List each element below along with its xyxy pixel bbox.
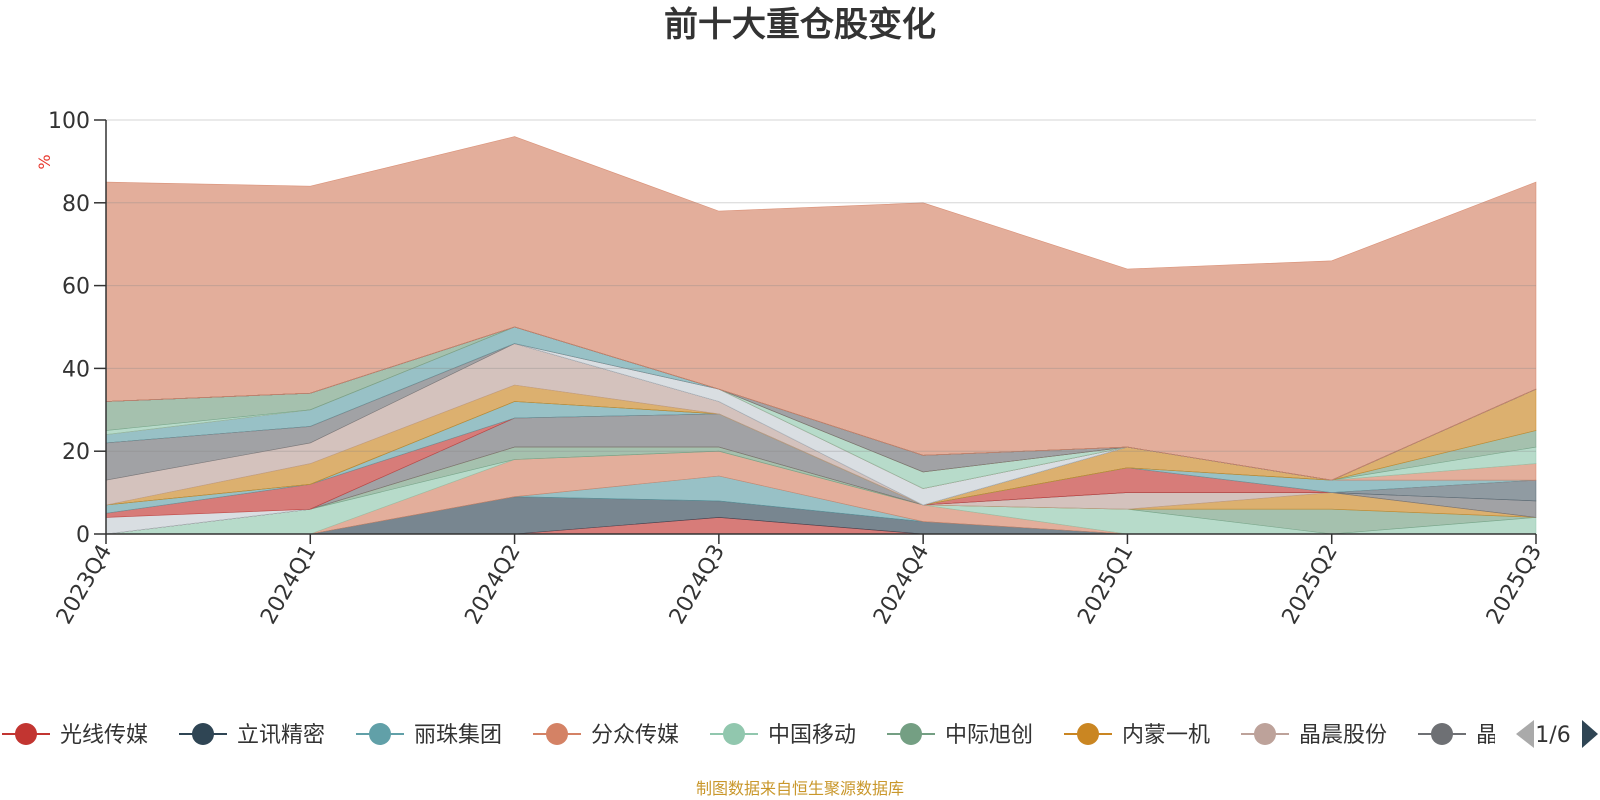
y-axis-label: % xyxy=(35,154,54,169)
legend-marker xyxy=(192,723,214,745)
legend-label: 晶 xyxy=(1476,723,1498,748)
y-tick-label-80: 80 xyxy=(62,192,90,217)
legend-marker xyxy=(1254,723,1276,745)
legend-page-indicator: 1/6 xyxy=(1535,723,1570,748)
legend-label: 光线传媒 xyxy=(60,723,148,748)
legend-item-5[interactable]: 中际旭创 xyxy=(887,723,1033,748)
legend-label: 晶晨股份 xyxy=(1299,723,1387,748)
gridlines xyxy=(106,119,1536,452)
legend-marker xyxy=(723,723,745,745)
x-tick-label-2025Q1: 2025Q1 xyxy=(1073,541,1138,629)
legend-marker xyxy=(1431,723,1453,745)
legend-item-4[interactable]: 中国移动 xyxy=(710,723,856,748)
chart-title: 前十大重仓股变化 xyxy=(664,5,936,45)
legend-label: 中际旭创 xyxy=(945,723,1033,748)
legend-item-8[interactable]: 晶 xyxy=(1418,723,1498,748)
x-tick-label-2024Q4: 2024Q4 xyxy=(869,541,934,629)
legend-label: 丽珠集团 xyxy=(414,723,502,748)
legend-marker xyxy=(546,723,568,745)
legend-item-0[interactable]: 光线传媒 xyxy=(2,723,148,748)
y-tick-label-20: 20 xyxy=(62,440,90,465)
y-tick-label-0: 0 xyxy=(76,523,90,548)
legend-item-3[interactable]: 分众传媒 xyxy=(533,723,679,748)
y-tick-label-100: 100 xyxy=(48,109,90,134)
legend-prev-page-icon[interactable] xyxy=(1516,720,1534,748)
x-tick-label-2025Q3: 2025Q3 xyxy=(1482,541,1547,629)
x-tick-label-2024Q2: 2024Q2 xyxy=(460,541,525,629)
legend-label: 分众传媒 xyxy=(591,723,679,748)
x-tick-label-2024Q1: 2024Q1 xyxy=(256,541,321,629)
area-series-43 xyxy=(105,136,1537,481)
source-note: 制图数据来自恒生聚源数据库 xyxy=(696,779,904,798)
x-tick-label-2024Q3: 2024Q3 xyxy=(665,541,730,629)
legend-marker xyxy=(15,723,37,745)
legend-label: 内蒙一机 xyxy=(1122,723,1210,748)
x-tick-label-2025Q2: 2025Q2 xyxy=(1278,541,1343,629)
stacked-areas xyxy=(105,136,1537,535)
legend-item-6[interactable]: 内蒙一机 xyxy=(1064,723,1210,748)
legend-marker xyxy=(1077,723,1099,745)
legend-marker xyxy=(900,723,922,745)
legend-item-1[interactable]: 立讯精密 xyxy=(179,723,325,748)
legend-item-2[interactable]: 丽珠集团 xyxy=(356,723,502,748)
legend-marker xyxy=(369,723,391,745)
y-tick-label-40: 40 xyxy=(62,357,90,382)
legend-label: 中国移动 xyxy=(768,723,856,748)
legend-label: 立讯精密 xyxy=(237,723,325,748)
legend-item-7[interactable]: 晶晨股份 xyxy=(1241,723,1387,748)
legend[interactable]: 光线传媒 立讯精密 丽珠集团 分众传媒 中国移动 中际旭创 内蒙一机 晶晨股份 晶 1/6 xyxy=(2,720,1598,748)
x-tick-label-2023Q4: 2023Q4 xyxy=(52,541,117,629)
y-tick-label-60: 60 xyxy=(62,275,90,300)
legend-next-page-icon[interactable] xyxy=(1582,720,1598,748)
